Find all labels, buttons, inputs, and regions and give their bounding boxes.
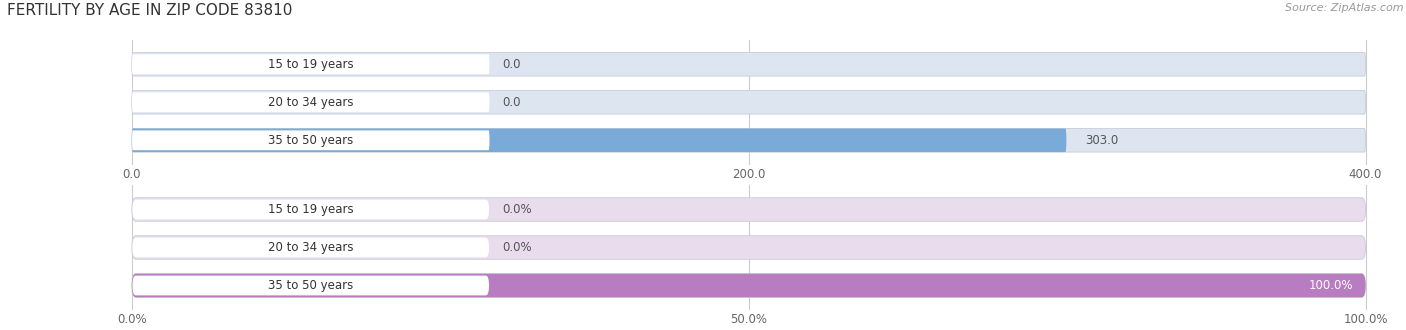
Text: 0.0%: 0.0% — [502, 203, 531, 216]
Text: Source: ZipAtlas.com: Source: ZipAtlas.com — [1285, 3, 1403, 13]
Text: 15 to 19 years: 15 to 19 years — [269, 203, 353, 216]
FancyBboxPatch shape — [132, 274, 1365, 297]
Text: 20 to 34 years: 20 to 34 years — [269, 241, 353, 254]
FancyBboxPatch shape — [132, 130, 489, 150]
Text: 35 to 50 years: 35 to 50 years — [269, 279, 353, 292]
Text: 0.0: 0.0 — [502, 96, 520, 109]
FancyBboxPatch shape — [132, 54, 489, 74]
Text: 100.0%: 100.0% — [1309, 279, 1353, 292]
Text: 20 to 34 years: 20 to 34 years — [269, 96, 353, 109]
Text: FERTILITY BY AGE IN ZIP CODE 83810: FERTILITY BY AGE IN ZIP CODE 83810 — [7, 3, 292, 18]
FancyBboxPatch shape — [132, 128, 1066, 152]
FancyBboxPatch shape — [132, 52, 1365, 76]
FancyBboxPatch shape — [132, 236, 1365, 259]
FancyBboxPatch shape — [132, 90, 1365, 114]
Text: 303.0: 303.0 — [1085, 134, 1118, 147]
FancyBboxPatch shape — [132, 92, 489, 112]
Text: 15 to 19 years: 15 to 19 years — [269, 58, 353, 71]
FancyBboxPatch shape — [132, 200, 489, 219]
Text: 0.0%: 0.0% — [502, 241, 531, 254]
FancyBboxPatch shape — [132, 276, 489, 295]
FancyBboxPatch shape — [132, 128, 1365, 152]
Text: 0.0: 0.0 — [502, 58, 520, 71]
FancyBboxPatch shape — [132, 198, 1365, 221]
FancyBboxPatch shape — [132, 238, 489, 257]
FancyBboxPatch shape — [132, 274, 1365, 297]
Text: 35 to 50 years: 35 to 50 years — [269, 134, 353, 147]
